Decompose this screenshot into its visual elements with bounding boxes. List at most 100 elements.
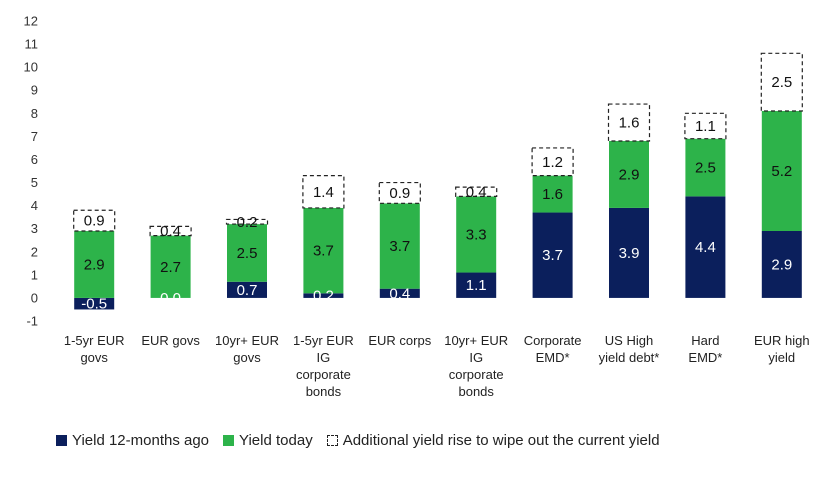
bar-additional-yield-rise <box>760 52 803 112</box>
data-label-yield-today: 3.3 <box>466 226 487 243</box>
data-label-yield-12-months-ago: 0.4 <box>389 285 410 302</box>
bar-yield-today <box>303 207 344 294</box>
bar-yield-12-months-ago <box>532 212 573 298</box>
data-labels: -0.5 2.9 0.9 0.0 2.7 0.4 0.7 2.5 0.2 0.2 3.7 1.4 0.4… <box>81 74 792 313</box>
bar-yield-today <box>150 235 191 298</box>
y-tick-label: 3 <box>31 221 38 236</box>
data-label-yield-12-months-ago: 0.0 <box>160 290 181 307</box>
x-tick-label: EMD* <box>688 350 722 365</box>
bar-yield-today <box>227 224 267 282</box>
x-tick-label: EMD* <box>536 350 570 365</box>
data-label-yield-today: 2.7 <box>160 259 181 276</box>
bars <box>73 52 803 310</box>
bar-additional-yield-rise <box>302 175 345 209</box>
legend-label-yield-today: Yield today <box>239 432 313 449</box>
legend-swatch-yield-today <box>223 435 235 446</box>
data-label-additional-yield-rise: 0.9 <box>84 213 105 230</box>
data-label-additional-yield-rise: 1.6 <box>619 115 640 132</box>
data-label-additional-yield-rise: 1.1 <box>695 118 716 135</box>
bar-yield-today <box>532 175 573 213</box>
legend-swatch-additional-yield-rise <box>326 435 338 446</box>
y-tick-label: 11 <box>25 37 39 52</box>
x-tick-label: govs <box>80 350 108 365</box>
bar-yield-12-months-ago <box>761 231 802 298</box>
y-tick-label: 8 <box>31 106 38 121</box>
data-label-additional-yield-rise: 0.9 <box>389 185 410 202</box>
bar-yield-today <box>761 111 802 231</box>
x-tick-label: corporate <box>296 367 351 382</box>
x-tick-label: EUR high <box>754 333 810 348</box>
x-tick-label: govs <box>233 350 261 365</box>
data-label-additional-yield-rise: 0.2 <box>237 214 258 231</box>
x-tick-label: IG <box>317 350 331 365</box>
x-tick-label: 1-5yr EUR <box>293 333 354 348</box>
data-label-yield-today: 5.2 <box>771 163 792 180</box>
y-tick-label: 7 <box>31 129 38 144</box>
x-tick-label: EUR corps <box>368 333 431 348</box>
x-tick-label: corporate <box>449 367 504 382</box>
data-label-yield-today: 2.5 <box>237 245 258 262</box>
bar-yield-today <box>456 196 497 273</box>
bar-additional-yield-rise <box>149 225 192 237</box>
bar-yield-today <box>379 203 420 289</box>
y-tick-label: 4 <box>31 198 38 213</box>
bar-yield-today <box>74 231 115 298</box>
data-label-additional-yield-rise: 0.4 <box>160 223 181 240</box>
y-tick-label: 0 <box>31 290 38 305</box>
data-label-yield-today: 3.7 <box>389 238 410 255</box>
bar-additional-yield-rise <box>455 186 498 197</box>
data-label-yield-12-months-ago: -0.5 <box>81 296 107 313</box>
legend-item-additional-yield-rise: Additional yield rise to wipe out the cu… <box>326 432 660 449</box>
bar-yield-12-months-ago <box>456 272 497 298</box>
x-tick-label: yield debt* <box>599 350 660 365</box>
y-tick-label: 1 <box>31 267 38 282</box>
bar-additional-yield-rise <box>73 209 116 232</box>
data-label-yield-12-months-ago: 1.1 <box>466 277 487 294</box>
legend-label-additional-yield-rise: Additional yield rise to wipe out the cu… <box>342 432 660 449</box>
x-tick-label: Corporate <box>524 333 582 348</box>
x-tick-label: Hard <box>691 333 719 348</box>
x-tick-label: IG <box>469 350 483 365</box>
bar-yield-12-months-ago <box>303 293 344 298</box>
x-tick-label: yield <box>768 350 795 365</box>
legend: Yield 12-months ago Yield today Addition… <box>56 432 826 449</box>
bar-additional-yield-rise <box>225 218 269 225</box>
data-label-yield-12-months-ago: 0.2 <box>313 288 334 305</box>
y-tick-label: 12 <box>24 14 38 29</box>
y-tick-label: 10 <box>24 60 38 75</box>
bar-yield-12-months-ago <box>227 281 267 298</box>
x-tick-label: US High <box>605 333 653 348</box>
x-tick-label: bonds <box>458 384 494 399</box>
data-label-yield-today: 2.9 <box>619 166 640 183</box>
x-tick-label: 1-5yr EUR <box>64 333 125 348</box>
data-label-yield-today: 2.9 <box>84 256 105 273</box>
data-label-yield-12-months-ago: 0.7 <box>237 282 258 299</box>
data-label-yield-12-months-ago: 3.9 <box>619 245 640 262</box>
data-label-yield-today: 1.6 <box>542 186 563 203</box>
data-label-yield-today: 2.5 <box>695 160 716 177</box>
legend-label-yield-12-months-ago: Yield 12-months ago <box>72 432 210 449</box>
y-tick-label: 9 <box>31 83 38 98</box>
x-tick-label: bonds <box>306 384 342 399</box>
bar-yield-today <box>609 141 649 208</box>
legend-swatch-yield-12-months-ago <box>56 435 67 446</box>
x-tick-label: EUR govs <box>141 333 200 348</box>
y-tick-label: 6 <box>31 152 38 167</box>
y-tick-label: 2 <box>31 244 38 259</box>
x-axis: 1-5yr EUR govs EUR govs 10yr+ EUR govs 1-5yr … <box>64 333 810 399</box>
bar-yield-12-months-ago <box>74 297 115 310</box>
data-label-yield-12-months-ago: 2.9 <box>771 256 792 273</box>
data-label-additional-yield-rise: 0.4 <box>466 184 487 201</box>
bar-yield-12-months-ago <box>609 207 649 298</box>
x-tick-label: 10yr+ EUR <box>215 333 279 348</box>
data-label-additional-yield-rise: 1.2 <box>542 154 563 171</box>
bar-yield-12-months-ago <box>685 196 726 298</box>
data-label-yield-12-months-ago: 3.7 <box>542 247 563 264</box>
bar-additional-yield-rise <box>684 112 727 140</box>
x-tick-label: 10yr+ EUR <box>444 333 508 348</box>
data-label-additional-yield-rise: 2.5 <box>771 74 792 91</box>
legend-item-yield-today: Yield today <box>223 432 313 449</box>
bar-additional-yield-rise <box>531 147 574 177</box>
